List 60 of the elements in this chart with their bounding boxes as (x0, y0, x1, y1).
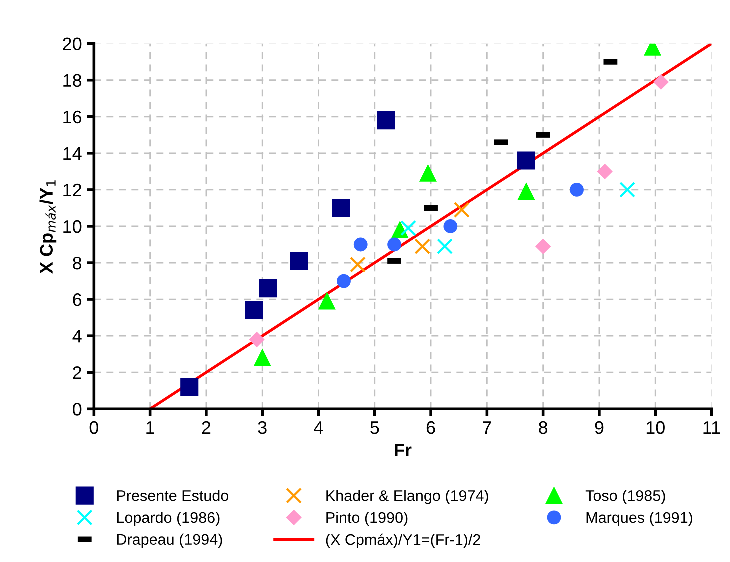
x-tick-label: 2 (202, 421, 211, 434)
point (392, 222, 408, 238)
legend-label: Lopardo (1986) (117, 512, 220, 526)
point (570, 183, 584, 197)
x-tick-label: 9 (595, 421, 604, 434)
x-tick-label: 7 (483, 422, 492, 434)
point (598, 164, 613, 180)
legend-label: Drapeau (1994) (117, 534, 222, 548)
point (318, 293, 336, 310)
y-tick-label: 14 (64, 148, 82, 160)
x-tick-label: 11 (704, 422, 720, 434)
point (350, 256, 366, 273)
point (245, 301, 264, 320)
legend-label: (X Cpmáx)/Y1=(Fr-1)/2 (326, 534, 480, 548)
legend-label: Pinto (1990) (326, 512, 408, 526)
point (388, 238, 402, 252)
y-tick-label: 0 (73, 403, 82, 416)
x-tick-label: 10 (646, 421, 665, 434)
y-tick-label: 12 (64, 184, 82, 196)
point (454, 202, 470, 218)
legend-label: Presente Estudo (117, 490, 229, 502)
point (180, 378, 199, 396)
y-tick-label: 16 (64, 110, 82, 124)
point (337, 274, 351, 288)
point (517, 152, 536, 170)
y-tick-label: 8 (73, 256, 82, 270)
point (332, 199, 350, 218)
legend-label: Toso (1985) (586, 490, 666, 504)
y-tick-label: 4 (72, 330, 82, 343)
legend-label: Marques (1991) (586, 512, 692, 526)
x-tick-label: 1 (146, 422, 154, 434)
point (414, 238, 431, 255)
point (254, 350, 271, 366)
point (420, 165, 437, 182)
x-tick-label: 3 (258, 421, 267, 434)
y-tick-label: 18 (64, 74, 82, 88)
point (400, 220, 417, 236)
point (437, 238, 454, 255)
x-tick-label: 0 (90, 421, 98, 434)
point (377, 112, 396, 130)
y-axis-title: X Cp$_{máx}$/Y$_{1}$ (40, 180, 57, 274)
point (620, 182, 636, 198)
x-tick-label: 5 (370, 422, 380, 434)
y-tick-label: 6 (73, 293, 82, 306)
legend-label: Khader & Elango (1974) (326, 490, 488, 504)
point (654, 74, 669, 90)
y-tick-label: 2 (73, 366, 82, 380)
point (518, 183, 535, 200)
point (444, 220, 458, 234)
point (259, 280, 278, 298)
y-tick-label: 10 (64, 220, 82, 234)
point (536, 239, 551, 254)
x-tick-label: 6 (426, 421, 436, 434)
point (354, 238, 368, 252)
x-tick-label: 4 (314, 422, 324, 434)
x-tick-label: 8 (539, 421, 548, 434)
y-tick-label: 20 (63, 38, 82, 51)
x-axis-title: Fr (395, 444, 412, 456)
point (290, 252, 308, 270)
point (249, 332, 265, 348)
